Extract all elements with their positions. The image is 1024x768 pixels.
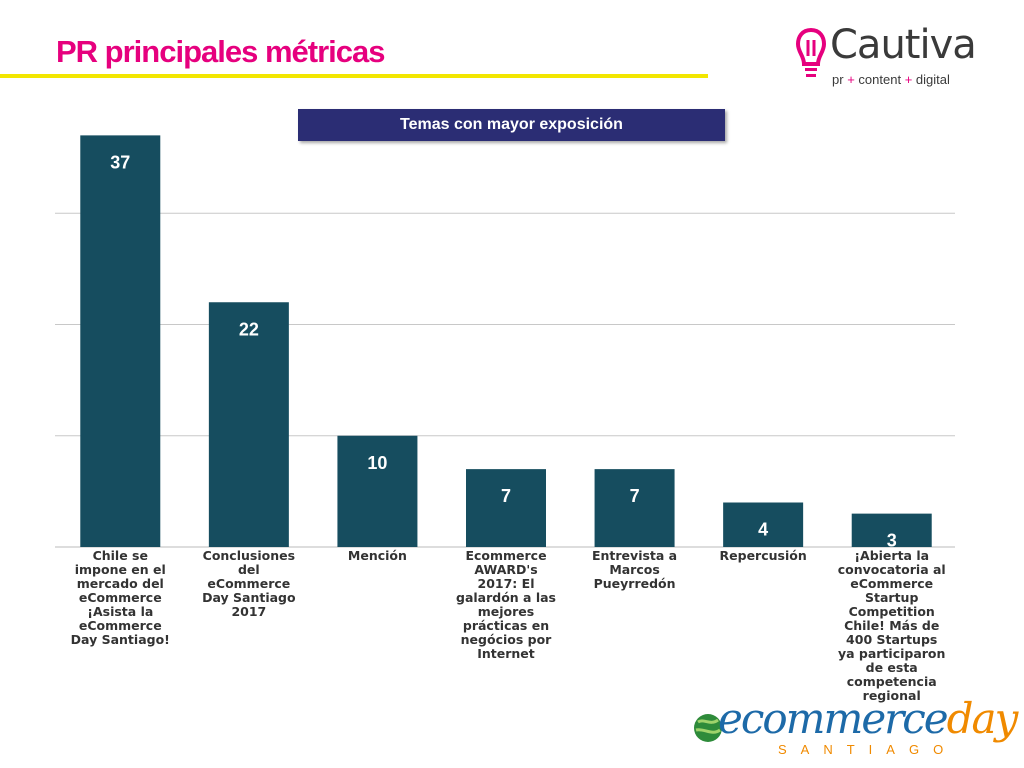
tagline-plus: +	[847, 72, 855, 87]
category-label-line: Entrevista a	[591, 548, 678, 563]
category-label-line: prácticas en	[462, 618, 550, 633]
globe-icon	[694, 714, 722, 742]
category-label-line: Startup	[865, 590, 919, 605]
data-label: 10	[367, 453, 387, 473]
category-label-line: Repercusión	[719, 548, 807, 563]
category-label-line: Conclusiones	[202, 548, 296, 563]
category-label-line: Ecommerce	[465, 548, 547, 563]
category-label-line: convocatoria al	[837, 562, 946, 577]
bar	[337, 435, 418, 547]
bar	[851, 513, 932, 547]
cautiva-logo: Cautiva pr + content + digital	[794, 22, 977, 92]
category-label-line: ¡Abierta la	[854, 548, 930, 563]
brand-word-main: ecommerce	[718, 694, 949, 743]
category-label-line: mercado del	[76, 576, 164, 591]
category-label-line: de esta	[865, 660, 918, 675]
category-label-line: Pueyrredón	[593, 576, 676, 591]
bar	[466, 469, 546, 547]
bar	[594, 469, 675, 547]
category-label-line: eCommerce	[850, 576, 934, 591]
category-label: Mención	[317, 549, 437, 563]
tagline-plus: +	[904, 72, 913, 87]
brand-subtitle: SANTIAGO	[778, 742, 958, 757]
category-label-line: regional	[862, 688, 921, 703]
logo-wordmark: Cautiva	[830, 22, 977, 68]
bar	[208, 302, 289, 547]
category-label-line: Marcos	[609, 562, 660, 577]
category-label: Conclusiones del eCommerce Day Santiago 2017	[189, 549, 309, 619]
page-title: PR principales métricas	[56, 34, 385, 69]
category-label: Ecommerce AWARD's 2017: El galardón a las me…	[446, 549, 566, 661]
tagline-content: content	[858, 72, 902, 87]
category-label-line: ya participaron	[837, 646, 946, 661]
series-label: Temas con mayor exposición	[298, 109, 725, 141]
category-label: Chile se impone en el mercado del eCommerce…	[60, 549, 180, 647]
data-label: 3	[887, 531, 897, 551]
data-label: 37	[110, 152, 130, 172]
category-label-line: Chile! Más de	[844, 618, 940, 633]
category-label-line: Internet	[477, 646, 535, 661]
category-label-line: Day Santiago!	[70, 632, 170, 647]
category-label-line: eCommerce	[207, 576, 291, 591]
logo-tagline: pr + content + digital	[832, 72, 950, 87]
data-label: 4	[758, 520, 768, 540]
category-label-line: Day Santiago	[202, 590, 296, 605]
category-label-line: 400 Startups	[846, 632, 938, 647]
ecommerce-day-logo: ecommerceday SANTIAGO	[688, 694, 1018, 762]
category-label-line: mejores	[477, 604, 535, 619]
category-label-line: impone en el	[74, 562, 166, 577]
bar	[80, 135, 161, 547]
bar	[723, 502, 804, 547]
category-label: Entrevista a Marcos Pueyrredón	[575, 549, 695, 591]
category-label-line: ¡Asista la	[87, 604, 154, 619]
brand-wordmark: ecommerceday	[718, 694, 1019, 743]
category-label-line: eCommerce	[78, 618, 162, 633]
category-label-line: competencia	[846, 674, 937, 689]
tagline-pr: pr	[832, 72, 844, 87]
category-label-line: Chile se	[92, 548, 148, 563]
category-label-line: del	[237, 562, 260, 577]
category-label-line: 2017	[231, 604, 267, 619]
category-label: Repercusión	[703, 549, 823, 563]
category-label-line: AWARD's	[474, 562, 538, 577]
category-label-line: galardón a las	[456, 590, 556, 605]
data-label: 7	[630, 486, 640, 506]
tagline-digital: digital	[915, 72, 950, 87]
data-label: 7	[501, 486, 511, 506]
data-label: 22	[239, 319, 259, 339]
title-underline	[0, 74, 708, 78]
category-label-line: negócios por	[460, 632, 552, 647]
category-label: ¡Abierta la convocatoria al eCommerce Start…	[832, 549, 952, 703]
lightbulb-icon	[795, 27, 827, 77]
category-label-line: Mención	[347, 548, 407, 563]
category-label-line: Competition	[848, 604, 935, 619]
category-label-line: eCommerce	[78, 590, 162, 605]
category-label-line: 2017: El	[477, 576, 535, 591]
brand-word-accent: day	[946, 694, 1019, 743]
